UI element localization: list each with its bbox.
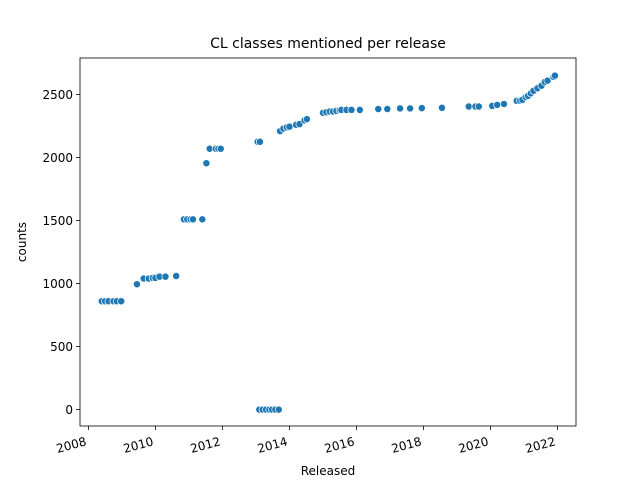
data-point <box>188 215 197 224</box>
y-tick-label: 2000 <box>42 151 73 165</box>
data-point <box>438 103 446 112</box>
y-tick-label: 500 <box>50 340 73 354</box>
data-point <box>493 100 502 109</box>
data-point <box>417 104 426 113</box>
data-point <box>172 272 181 280</box>
data-point <box>256 137 264 146</box>
data-point <box>464 102 473 111</box>
data-point <box>133 280 141 289</box>
data-point <box>374 105 383 113</box>
data-point <box>550 71 559 80</box>
x-axis-title: Released <box>301 464 356 478</box>
data-point <box>216 144 225 153</box>
y-tick-label: 0 <box>65 403 73 417</box>
data-point <box>161 272 170 281</box>
data-point <box>383 105 392 113</box>
data-point <box>543 76 552 85</box>
data-point <box>117 297 126 306</box>
y-axis-title: counts <box>15 222 29 262</box>
plot-frame <box>79 57 577 427</box>
data-point <box>347 105 356 114</box>
y-tick-label: 2500 <box>42 88 73 102</box>
data-point <box>406 104 415 113</box>
data-point <box>355 105 364 114</box>
data-point <box>285 122 294 131</box>
data-point <box>474 102 483 111</box>
data-point <box>500 100 508 108</box>
data-point <box>302 115 311 124</box>
data-point <box>274 405 283 414</box>
data-point <box>202 159 211 168</box>
data-point <box>396 104 404 113</box>
data-point <box>198 215 207 224</box>
y-tick-label: 1000 <box>42 277 73 291</box>
y-tick-label: 1500 <box>42 214 73 228</box>
chart-title: CL classes mentioned per release <box>210 36 446 52</box>
